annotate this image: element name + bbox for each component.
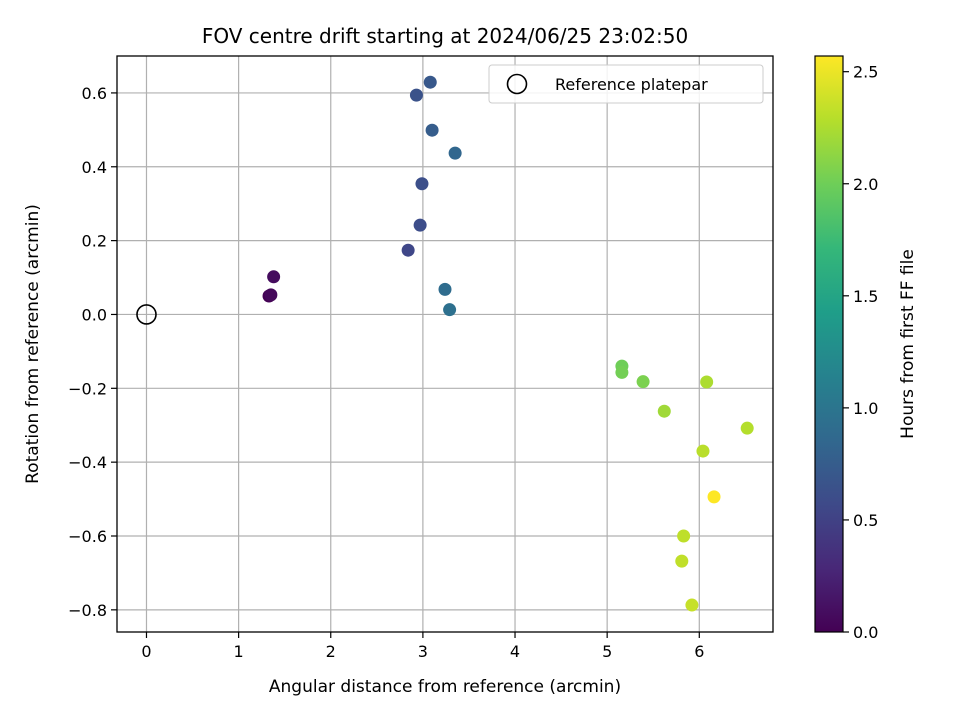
y-tick-label: 0.4 bbox=[82, 158, 107, 177]
data-point bbox=[707, 490, 721, 504]
data-point bbox=[401, 243, 415, 257]
data-point bbox=[675, 554, 689, 568]
y-axis-ticks: −0.8 −0.6 −0.4 −0.2 0.0 0.2 0.4 0.6 bbox=[68, 84, 117, 620]
data-point bbox=[677, 529, 691, 543]
data-point bbox=[425, 123, 439, 137]
colorbar-tick-label: 2.0 bbox=[853, 175, 878, 194]
data-point bbox=[438, 282, 452, 296]
y-axis-label: Rotation from reference (arcmin) bbox=[23, 204, 43, 484]
colorbar bbox=[814, 55, 844, 633]
data-point bbox=[423, 75, 437, 89]
y-tick-label: 0.0 bbox=[82, 305, 107, 324]
x-tick-label: 6 bbox=[694, 642, 704, 661]
data-point bbox=[696, 444, 710, 458]
x-tick-label: 3 bbox=[418, 642, 428, 661]
plot-frame bbox=[116, 55, 774, 633]
x-tick-label: 1 bbox=[234, 642, 244, 661]
y-tick-label: 0.2 bbox=[82, 232, 107, 251]
colorbar-tick-label: 1.5 bbox=[853, 287, 878, 306]
data-point bbox=[740, 421, 754, 435]
x-tick-label: 2 bbox=[326, 642, 336, 661]
data-point bbox=[700, 375, 714, 389]
data-point bbox=[415, 177, 429, 191]
data-point bbox=[443, 303, 457, 317]
grid bbox=[117, 56, 773, 632]
data-point bbox=[685, 598, 699, 612]
colorbar-tick-label: 0.0 bbox=[853, 623, 878, 642]
x-tick-label: 4 bbox=[510, 642, 520, 661]
data-point bbox=[615, 365, 629, 379]
data-point bbox=[657, 404, 671, 418]
y-tick-label: −0.6 bbox=[68, 527, 107, 546]
legend-marker-reference bbox=[506, 73, 528, 95]
y-tick-label: −0.8 bbox=[68, 601, 107, 620]
y-tick-label: 0.6 bbox=[82, 84, 107, 103]
y-tick-label: −0.4 bbox=[68, 453, 107, 472]
data-point bbox=[448, 146, 462, 160]
data-point bbox=[636, 375, 650, 389]
legend-box bbox=[488, 64, 764, 104]
colorbar-tick-label: 0.5 bbox=[853, 511, 878, 530]
x-tick-label: 0 bbox=[141, 642, 151, 661]
chart-title: FOV centre drift starting at 2024/06/25 … bbox=[202, 24, 688, 48]
y-tick-label: −0.2 bbox=[68, 379, 107, 398]
colorbar-tick-label: 2.5 bbox=[853, 63, 878, 82]
colorbar-ticks: 0.0 0.5 1.0 1.5 2.0 2.5 bbox=[843, 63, 878, 642]
colorbar-label: Hours from first FF file bbox=[898, 249, 918, 439]
colorbar-tick-label: 1.0 bbox=[853, 399, 878, 418]
legend: Reference platepar bbox=[488, 64, 764, 104]
x-axis-ticks: 0 1 2 3 4 5 6 bbox=[141, 632, 704, 661]
x-axis-label: Angular distance from reference (arcmin) bbox=[269, 677, 621, 697]
legend-label-reference: Reference platepar bbox=[555, 75, 708, 94]
reference-platepar-marker bbox=[136, 304, 157, 325]
data-point bbox=[264, 288, 278, 302]
data-point bbox=[409, 88, 423, 102]
x-tick-label: 5 bbox=[602, 642, 612, 661]
data-point bbox=[413, 218, 427, 232]
data-point bbox=[267, 270, 281, 284]
data-points bbox=[262, 75, 754, 612]
